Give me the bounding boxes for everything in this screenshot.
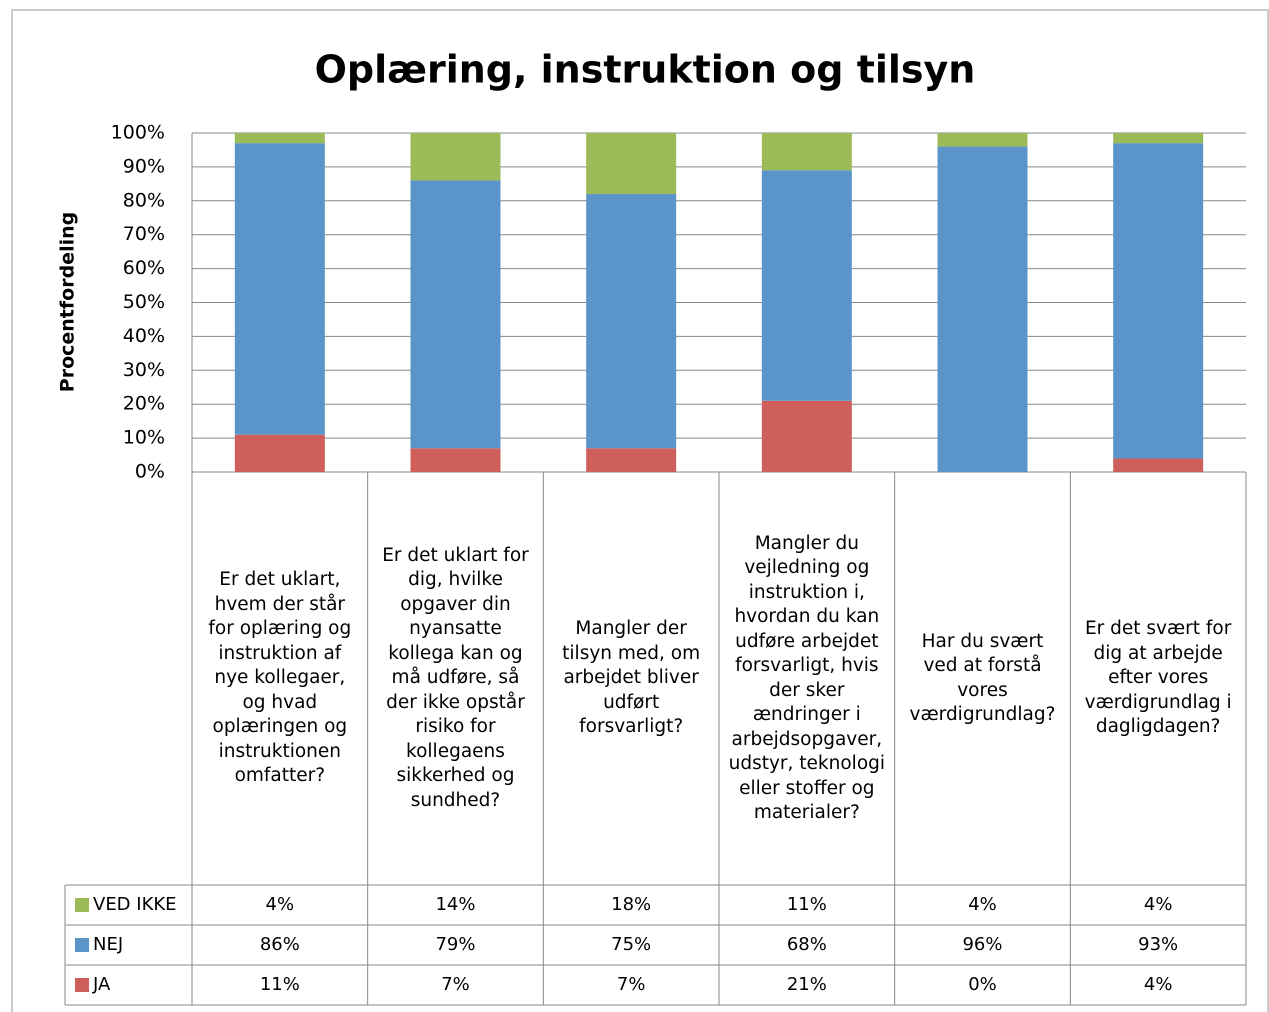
- table-value: 96%: [962, 934, 1002, 955]
- legend-swatch: [75, 898, 89, 912]
- bar-segment: [761, 400, 852, 472]
- bar-segment: [410, 448, 501, 472]
- table-value: 4%: [968, 894, 997, 915]
- legend-swatch: [75, 938, 89, 952]
- y-tick-label: 70%: [123, 223, 165, 245]
- bar-segment: [586, 133, 677, 195]
- category-label: Er det uklart, hvem der står for oplærin…: [208, 569, 352, 787]
- bar-segment: [410, 180, 501, 449]
- bar-segment: [761, 133, 852, 171]
- category-label: Mangler du vejledning og instruktion i, …: [728, 532, 886, 824]
- category-label: Er det uklart for dig, hvilke opgaver di…: [382, 544, 529, 811]
- table-value: 93%: [1138, 934, 1178, 955]
- category-label: Mangler der tilsyn med, om arbejdet bliv…: [562, 618, 701, 738]
- table-value: 7%: [441, 974, 470, 995]
- table-value: 86%: [260, 934, 300, 955]
- y-tick-label: 80%: [123, 189, 165, 211]
- bar-segment: [937, 146, 1028, 472]
- bar-segment: [1113, 458, 1204, 472]
- bar-segment: [410, 133, 501, 181]
- table-value: 11%: [787, 894, 827, 915]
- table-value: 11%: [260, 974, 300, 995]
- table-value: 21%: [787, 974, 827, 995]
- bar-segment: [1113, 133, 1204, 144]
- table-value: 68%: [787, 934, 827, 955]
- bar-segment: [937, 133, 1028, 147]
- y-tick-label: 10%: [123, 427, 165, 449]
- bar-segment: [586, 448, 677, 472]
- chart-title: Oplæring, instruktion og tilsyn: [315, 48, 976, 92]
- bar-segment: [234, 434, 325, 472]
- y-tick-label: 30%: [123, 359, 165, 381]
- legend-label: NEJ: [93, 934, 123, 955]
- category-label: Er det svært for dig at arbejde efter vo…: [1084, 618, 1232, 738]
- table-value: 18%: [611, 894, 651, 915]
- y-tick-label: 50%: [123, 291, 165, 313]
- bars: [234, 133, 1204, 472]
- y-tick-label: 40%: [123, 325, 165, 347]
- table-value: 4%: [266, 894, 295, 915]
- table-value: 7%: [617, 974, 646, 995]
- y-axis-title: Procentfordeling: [57, 212, 79, 392]
- bar-segment: [761, 170, 852, 401]
- legend-label: VED IKKE: [93, 894, 177, 915]
- table-value: 14%: [435, 894, 475, 915]
- y-tick-label: 20%: [123, 393, 165, 415]
- y-tick-label: 0%: [135, 461, 165, 483]
- table-value: 75%: [611, 934, 651, 955]
- bar-segment: [234, 133, 325, 144]
- table-value: 4%: [1144, 974, 1173, 995]
- chart-frame: [11, 9, 1269, 1012]
- legend-swatch: [75, 978, 89, 992]
- bar-segment: [1113, 143, 1204, 459]
- bar-segment: [586, 194, 677, 449]
- table-value: 4%: [1144, 894, 1173, 915]
- table-value: 0%: [968, 974, 997, 995]
- category-label: Har du svært ved at forstå vores værdigr…: [909, 630, 1056, 726]
- y-tick-label: 90%: [123, 155, 165, 177]
- y-tick-label: 100%: [111, 122, 165, 144]
- table-value: 79%: [435, 934, 475, 955]
- legend-label: JA: [92, 974, 111, 995]
- y-tick-label: 60%: [123, 257, 165, 279]
- bar-segment: [234, 143, 325, 435]
